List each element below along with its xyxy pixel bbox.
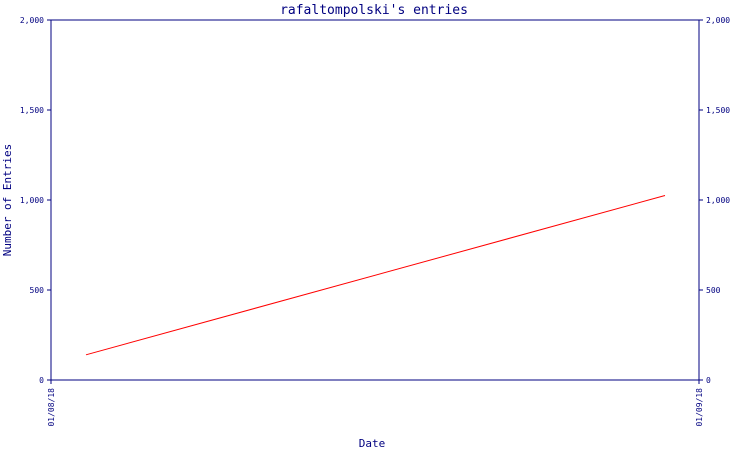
plot-area	[50, 19, 700, 381]
y-tick-label-right: 500	[706, 286, 721, 295]
x-axis: 01/08/18 01/09/18	[47, 380, 704, 427]
y-tick-label-right: 1,000	[706, 196, 730, 205]
y-tick-label-right: 1,500	[706, 106, 730, 115]
x-tick-label: 01/09/18	[695, 388, 704, 427]
y-axis-left: 0 500 1,000 1,500 2,000	[20, 16, 51, 385]
y-tick-label-right: 0	[706, 376, 711, 385]
y-axis-right: 0 500 1,000 1,500 2,000	[699, 16, 730, 385]
y-axis-label: Number of Entries	[1, 144, 14, 257]
y-tick-label-left: 500	[30, 286, 45, 295]
y-tick-label-left: 2,000	[20, 16, 44, 25]
y-tick-label-right: 2,000	[706, 16, 730, 25]
y-tick-label-left: 0	[39, 376, 44, 385]
x-tick-label: 01/08/18	[47, 388, 56, 427]
chart-title: rafaltompolski's entries	[280, 3, 468, 18]
y-tick-label-left: 1,000	[20, 196, 44, 205]
series-line	[85, 195, 666, 356]
series-group	[85, 195, 666, 356]
x-axis-label: Date	[359, 437, 386, 450]
y-tick-label-left: 1,500	[20, 106, 44, 115]
